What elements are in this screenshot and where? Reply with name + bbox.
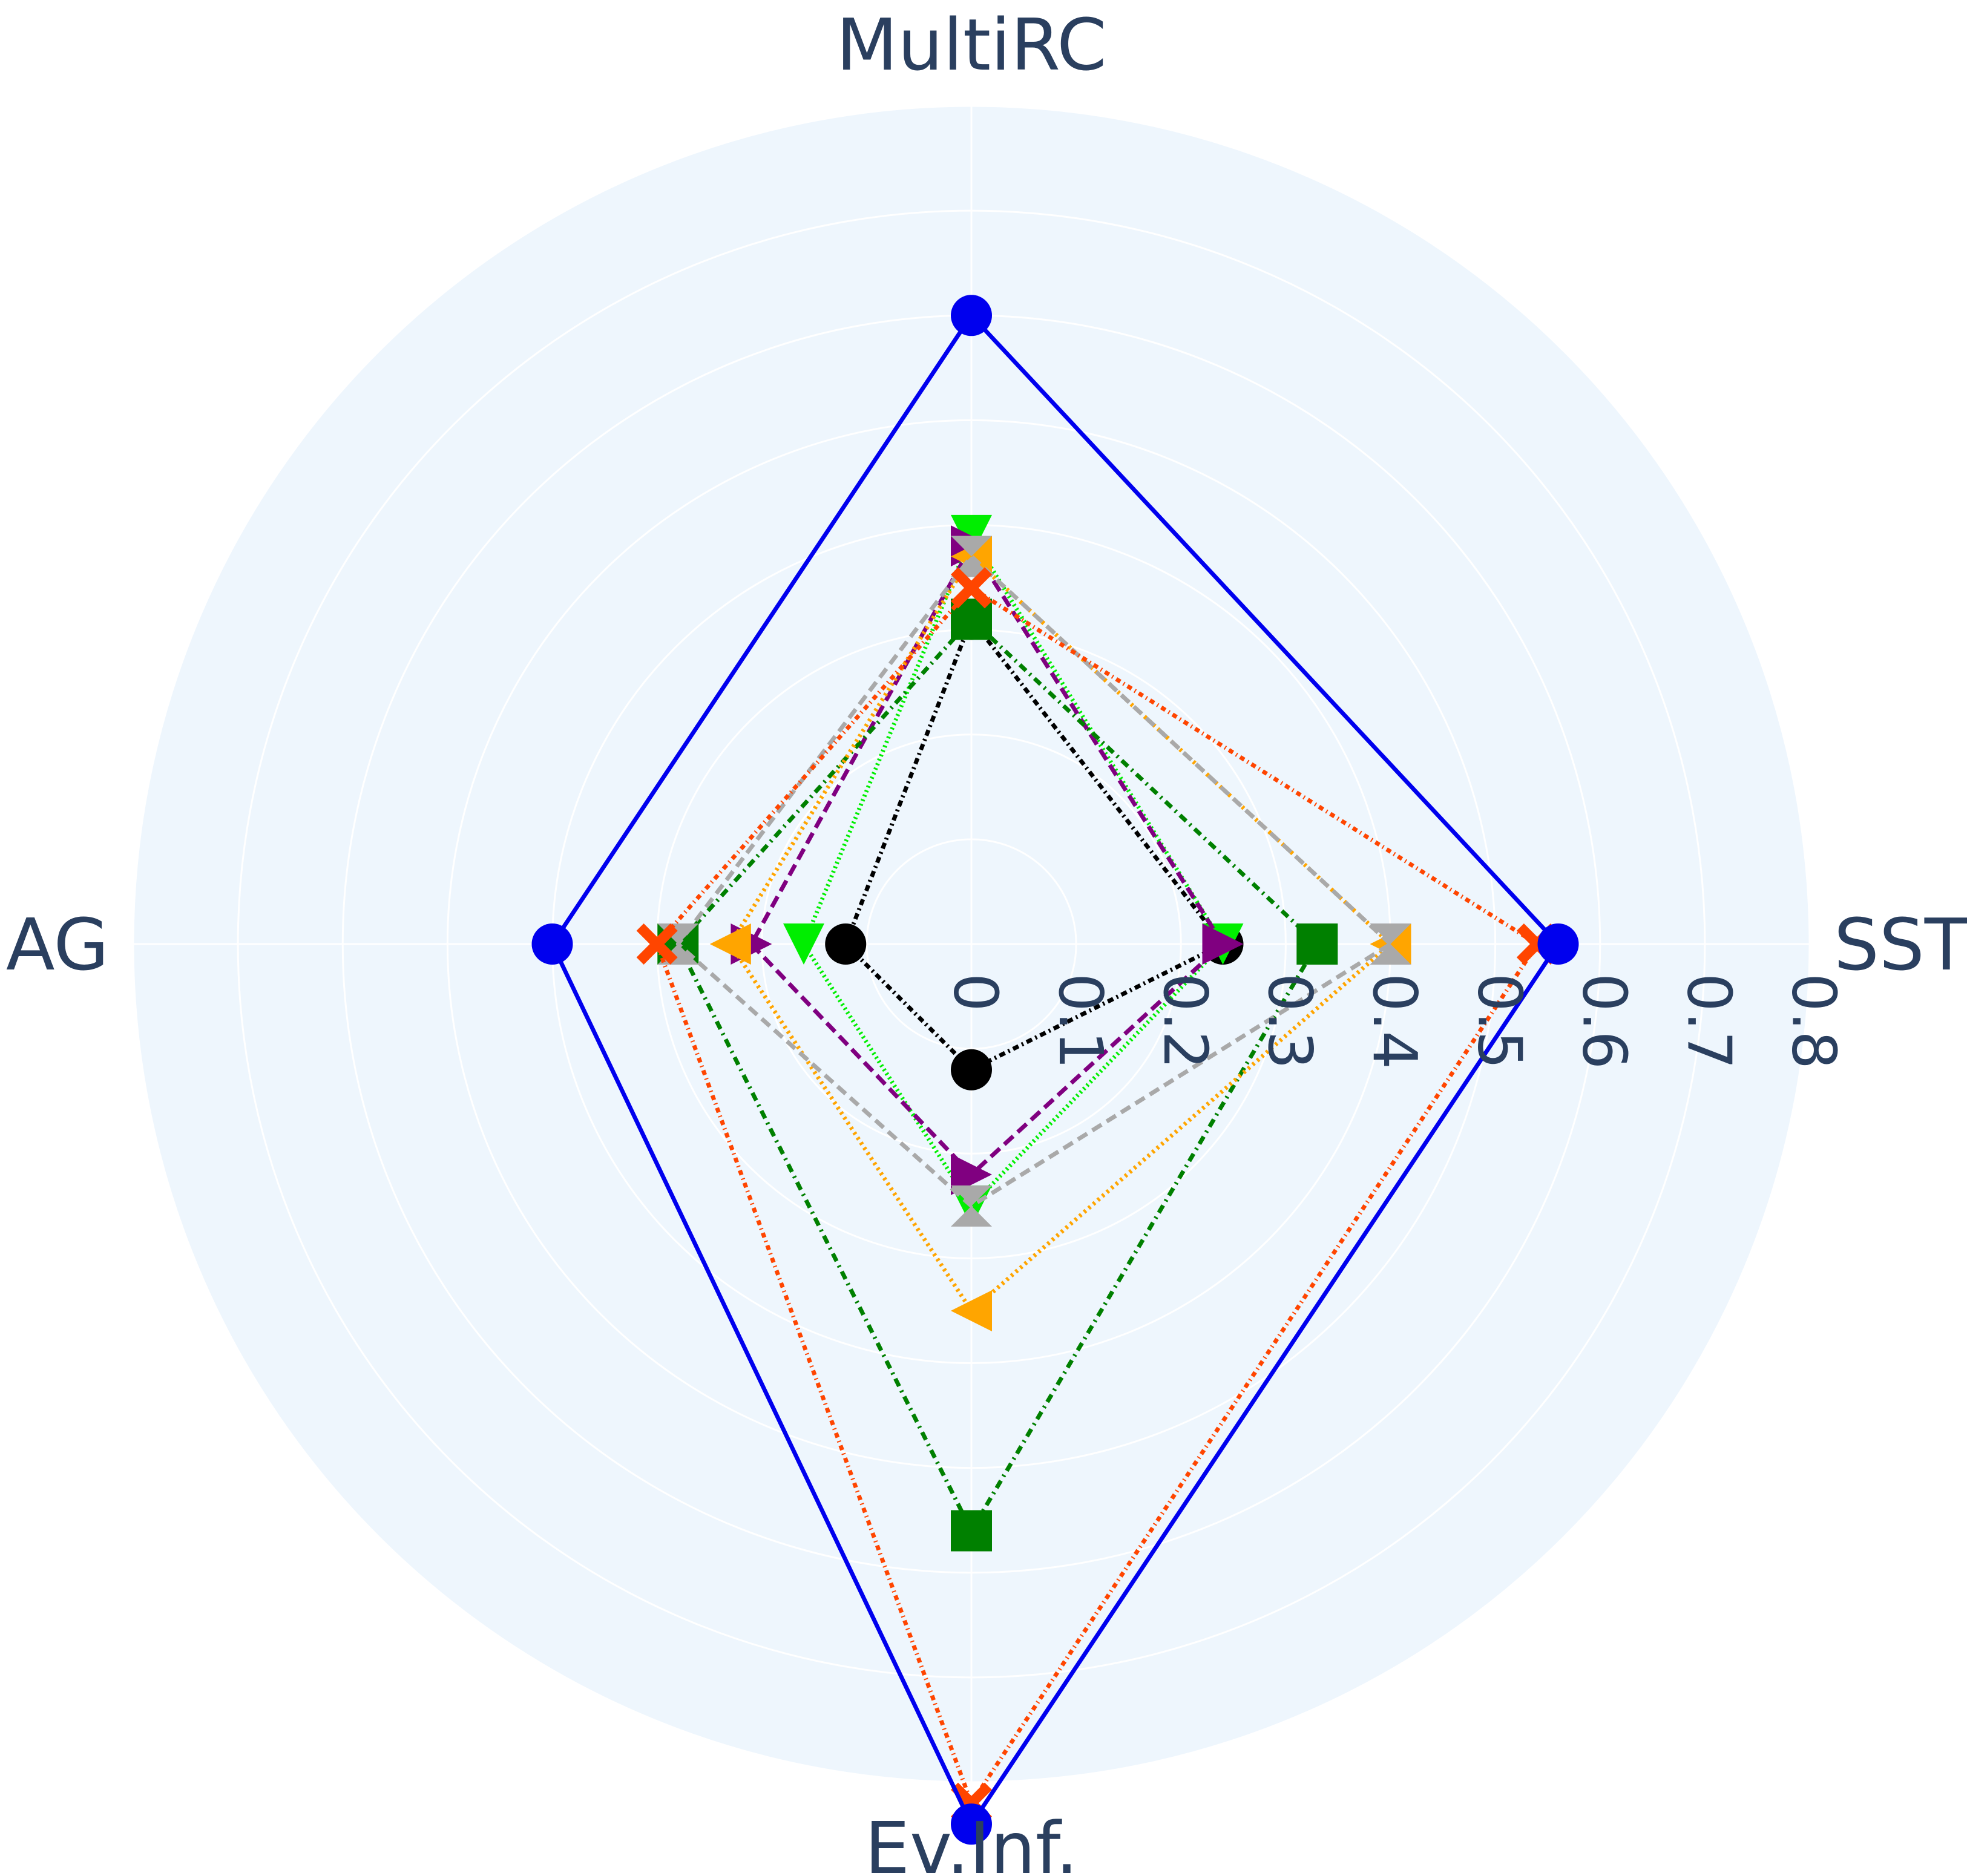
axis-label: SST [1834, 903, 1967, 986]
data-point-marker [951, 536, 992, 577]
data-point-marker [709, 923, 751, 965]
tick-labels: 0 0.1 0.2 0.3 0.4 0.5 0.6 0.7 0.8 [941, 973, 1850, 1069]
axis-label: MultiRC [836, 3, 1107, 87]
data-point-marker [951, 1510, 992, 1552]
axis-label: AG [6, 903, 109, 986]
radial-tick-label: 0.8 [1779, 973, 1850, 1069]
data-point-marker [951, 1803, 992, 1845]
data-point-marker [951, 1185, 992, 1227]
data-point-marker [636, 923, 678, 965]
axis-label: Ev.Inf. [865, 1806, 1079, 1876]
radial-tick-label: 0.3 [1255, 973, 1325, 1069]
data-point-marker [531, 923, 573, 965]
data-point-marker [1296, 923, 1338, 965]
series-line [749, 543, 1225, 1177]
radial-tick-label: 0 [941, 973, 1011, 1012]
data-point-marker [951, 295, 992, 336]
data-point-marker [783, 923, 824, 965]
data-point-marker [951, 567, 992, 609]
axis-labels: SST MultiRC AG Ev.Inf. [6, 3, 1967, 1876]
data-point-marker [1202, 923, 1244, 965]
data-point-marker [825, 923, 867, 965]
radial-tick-label: 0.7 [1674, 973, 1745, 1069]
series-2 [657, 536, 1411, 1227]
radial-tick-label: 0.4 [1359, 973, 1430, 1069]
radial-tick-label: 0.2 [1150, 973, 1221, 1069]
radial-tick-label: 0.1 [1045, 973, 1116, 1069]
radial-tick-label: 0.5 [1464, 973, 1535, 1069]
radial-tick-label: 0.6 [1569, 973, 1640, 1069]
series-0 [531, 295, 1579, 1845]
data-point-marker [951, 1290, 992, 1331]
data-point-marker [1370, 923, 1411, 965]
data-point-marker [951, 1153, 992, 1195]
data-point-marker [951, 1049, 992, 1091]
data-point-marker [951, 514, 992, 556]
series-layer [531, 295, 1579, 1845]
data-point-marker [1537, 923, 1579, 965]
